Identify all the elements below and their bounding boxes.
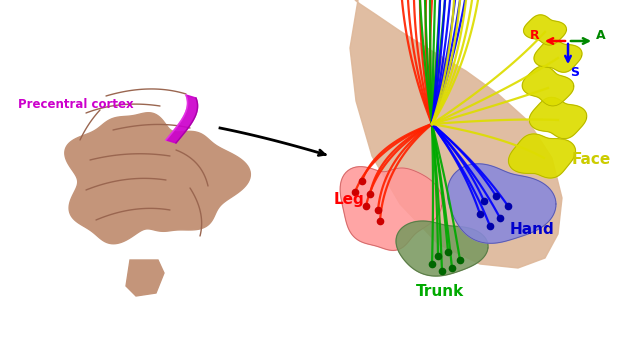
Text: Precentral cortex: Precentral cortex bbox=[18, 98, 134, 111]
Polygon shape bbox=[396, 221, 488, 276]
Text: A: A bbox=[596, 29, 605, 42]
Text: R: R bbox=[530, 29, 540, 42]
Polygon shape bbox=[534, 40, 582, 72]
Text: Trunk: Trunk bbox=[416, 284, 464, 299]
Polygon shape bbox=[447, 164, 556, 243]
Polygon shape bbox=[529, 98, 587, 138]
Polygon shape bbox=[126, 260, 164, 296]
Polygon shape bbox=[509, 134, 575, 178]
Polygon shape bbox=[340, 167, 442, 250]
Text: Leg: Leg bbox=[334, 192, 365, 207]
Polygon shape bbox=[350, 0, 562, 268]
Polygon shape bbox=[65, 113, 250, 244]
Text: Hand: Hand bbox=[510, 222, 555, 237]
Polygon shape bbox=[522, 66, 573, 106]
Polygon shape bbox=[524, 15, 566, 45]
Text: Face: Face bbox=[572, 152, 611, 167]
Text: S: S bbox=[570, 66, 579, 79]
Polygon shape bbox=[166, 95, 198, 143]
